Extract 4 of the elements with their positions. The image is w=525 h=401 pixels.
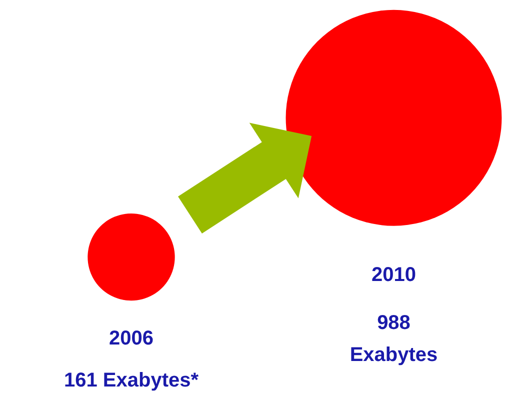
category-label: 2006 bbox=[109, 328, 154, 350]
data-label: 988 Exabytes bbox=[350, 312, 438, 366]
category-label: 2010 bbox=[372, 264, 416, 286]
data-label: 161 Exabytes* bbox=[64, 370, 199, 392]
